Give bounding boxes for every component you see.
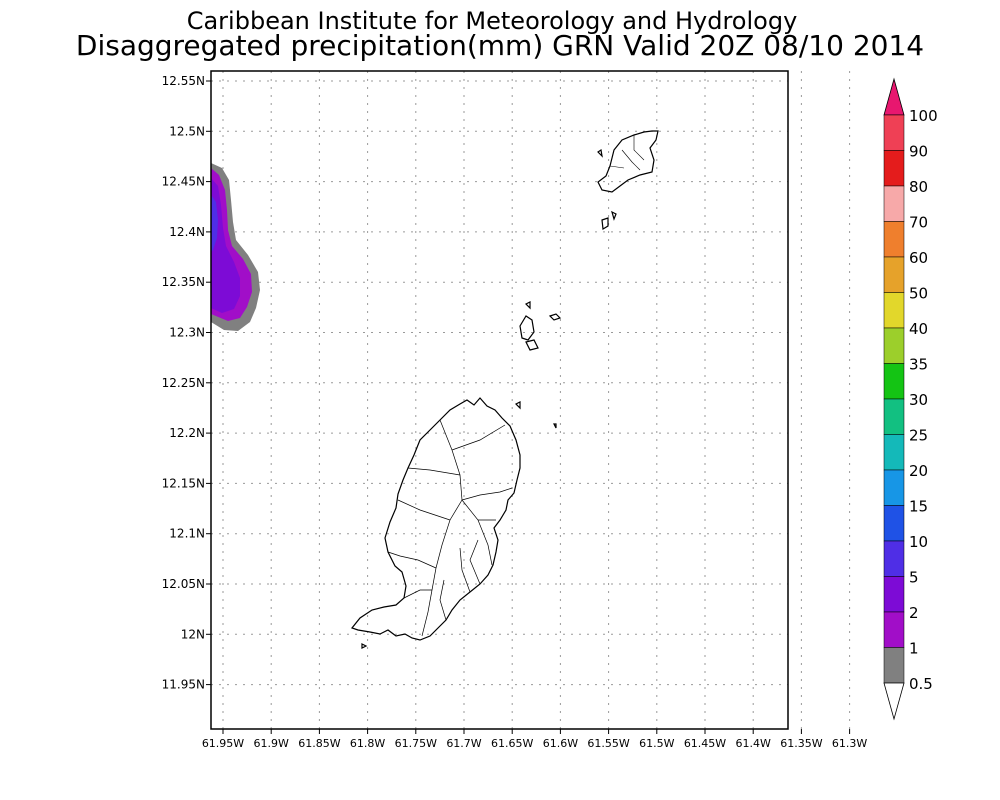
lon-tick-label: 61.7W xyxy=(446,737,481,750)
islet-7 xyxy=(553,423,557,429)
map-panel xyxy=(210,70,851,730)
colorbar-label: 0.5 xyxy=(909,675,933,693)
islet-4 xyxy=(524,301,531,310)
islet-5 xyxy=(548,313,562,321)
latitude-axis: 12.55N 12.5N 12.45N 12.4N 12.35N 12.3N 12.25N 1… xyxy=(162,74,211,692)
colorbar: 100 90 80 70 60 50 40 35 30 25 20 15 10 5 2 1 0.5 xyxy=(883,77,938,721)
colorbar-segment xyxy=(883,647,905,684)
lon-tick-label: 61.55W xyxy=(587,737,629,750)
lat-tick-label: 12.4N xyxy=(169,225,205,239)
title-line-2: Disaggregated precipitation(mm) GRN Vali… xyxy=(76,29,924,62)
lon-tick-label: 61.8W xyxy=(350,737,385,750)
lon-tick-label: 61.35W xyxy=(780,737,822,750)
colorbar-segment xyxy=(883,256,905,293)
lon-tick-label: 61.9W xyxy=(254,737,289,750)
lon-tick-label: 61.65W xyxy=(491,737,533,750)
ronde-island xyxy=(519,315,535,341)
title-line-1: Caribbean Institute for Meteorology and … xyxy=(187,7,798,35)
lon-tick-label: 61.4W xyxy=(736,737,771,750)
lon-tick-label: 61.75W xyxy=(395,737,437,750)
colorbar-segment xyxy=(883,505,905,542)
islet-2 xyxy=(611,210,617,221)
lon-tick-label: 61.5W xyxy=(639,737,674,750)
colorbar-segment xyxy=(883,434,905,471)
colorbar-label: 5 xyxy=(909,569,919,587)
colorbar-bottom-arrow xyxy=(883,682,905,721)
colorbar-segment xyxy=(883,540,905,577)
colorbar-label: 1 xyxy=(909,640,919,658)
islet-6 xyxy=(514,401,521,410)
grenada-main-island xyxy=(350,397,521,641)
colorbar-label: 25 xyxy=(909,427,928,445)
colorbar-segment xyxy=(883,114,905,151)
colorbar-label: 20 xyxy=(909,462,928,480)
lat-tick-label: 12.45N xyxy=(162,175,205,189)
colorbar-label: 100 xyxy=(909,107,938,125)
precip-contour-5 xyxy=(211,195,218,252)
lat-tick-label: 12.55N xyxy=(162,74,205,88)
lat-tick-label: 12.2N xyxy=(169,426,205,440)
colorbar-label: 15 xyxy=(909,498,928,516)
lon-tick-label: 61.85W xyxy=(298,737,340,750)
lat-tick-label: 12.1N xyxy=(169,527,205,541)
colorbar-label: 50 xyxy=(909,285,928,303)
longitude-axis: 61.95W 61.9W 61.85W 61.8W 61.75W 61.7W 61.65W 6… xyxy=(202,729,867,750)
graticule xyxy=(211,71,851,729)
lat-tick-label: 11.95N xyxy=(162,678,205,692)
lat-tick-label: 12.3N xyxy=(169,326,205,340)
colorbar-segment xyxy=(883,185,905,222)
colorbar-label: 10 xyxy=(909,533,928,551)
lon-tick-label: 61.3W xyxy=(832,737,867,750)
map-frame xyxy=(210,70,789,730)
colorbar-segment xyxy=(883,363,905,400)
lon-tick-label: 61.6W xyxy=(543,737,578,750)
carriacou-island xyxy=(597,130,659,193)
colorbar-segment xyxy=(883,327,905,364)
lat-tick-label: 12.35N xyxy=(162,275,205,289)
colorbar-label: 60 xyxy=(909,249,928,267)
lat-tick-label: 12.25N xyxy=(162,376,205,390)
parish-boundaries xyxy=(387,419,513,637)
coastlines xyxy=(350,130,659,649)
colorbar-segment xyxy=(883,576,905,613)
colorbar-segment xyxy=(883,398,905,435)
lat-tick-label: 12.5N xyxy=(169,124,205,138)
lon-tick-label: 61.45W xyxy=(684,737,726,750)
colorbar-label: 2 xyxy=(909,604,919,622)
colorbar-label: 80 xyxy=(909,178,928,196)
colorbar-segment xyxy=(883,292,905,329)
colorbar-label: 30 xyxy=(909,391,928,409)
colorbar-segment xyxy=(883,221,905,258)
precipitation-area xyxy=(211,163,260,331)
colorbar-segment xyxy=(883,469,905,506)
caille-island xyxy=(525,339,539,351)
colorbar-label: 35 xyxy=(909,356,928,374)
colorbar-top-arrow xyxy=(883,77,905,116)
lon-tick-label: 61.95W xyxy=(202,737,244,750)
lat-tick-label: 12.05N xyxy=(162,577,205,591)
colorbar-label: 40 xyxy=(909,320,928,338)
islet-8 xyxy=(361,643,368,649)
precip-contour-2 xyxy=(211,178,240,313)
colorbar-label: 70 xyxy=(909,214,928,232)
islet-3 xyxy=(597,148,603,158)
islet-1 xyxy=(601,217,609,230)
lat-tick-label: 12N xyxy=(181,627,205,641)
colorbar-segment xyxy=(883,150,905,187)
map-background xyxy=(211,71,788,729)
lat-tick-label: 12.15N xyxy=(162,476,205,490)
colorbar-label: 90 xyxy=(909,143,928,161)
colorbar-segment xyxy=(883,611,905,648)
